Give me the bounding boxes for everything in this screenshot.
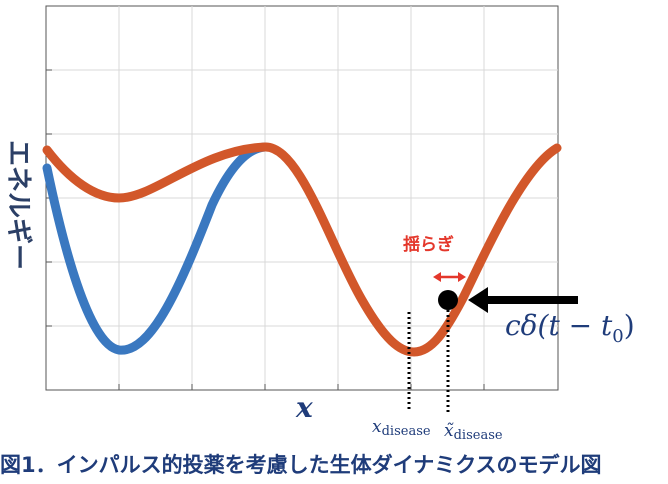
x-disease-label: xdisease [372, 417, 431, 439]
x-tilde-disease-label: x̃disease [444, 421, 503, 443]
x-axis-label: x [295, 391, 313, 424]
fluctuation-double-arrow [433, 272, 466, 282]
figure-caption: 図1．インパルス的投薬を考慮した生体ダイナミクスのモデル図 [0, 453, 602, 477]
impulse-arrow [468, 287, 578, 313]
formula-prefix: cδ(t − t [505, 309, 613, 342]
y-axis-label: エネルギー [3, 140, 33, 270]
disease-energy-curve [42, 142, 562, 357]
healthy-energy-curve [42, 142, 270, 355]
formula-subscript: 0 [612, 326, 623, 347]
fluctuation-label: 揺らぎ [403, 234, 454, 255]
formula-suffix: ) [624, 309, 635, 342]
impulse-formula: cδ(t − t0) [505, 309, 635, 347]
system-state-ball [438, 290, 458, 310]
